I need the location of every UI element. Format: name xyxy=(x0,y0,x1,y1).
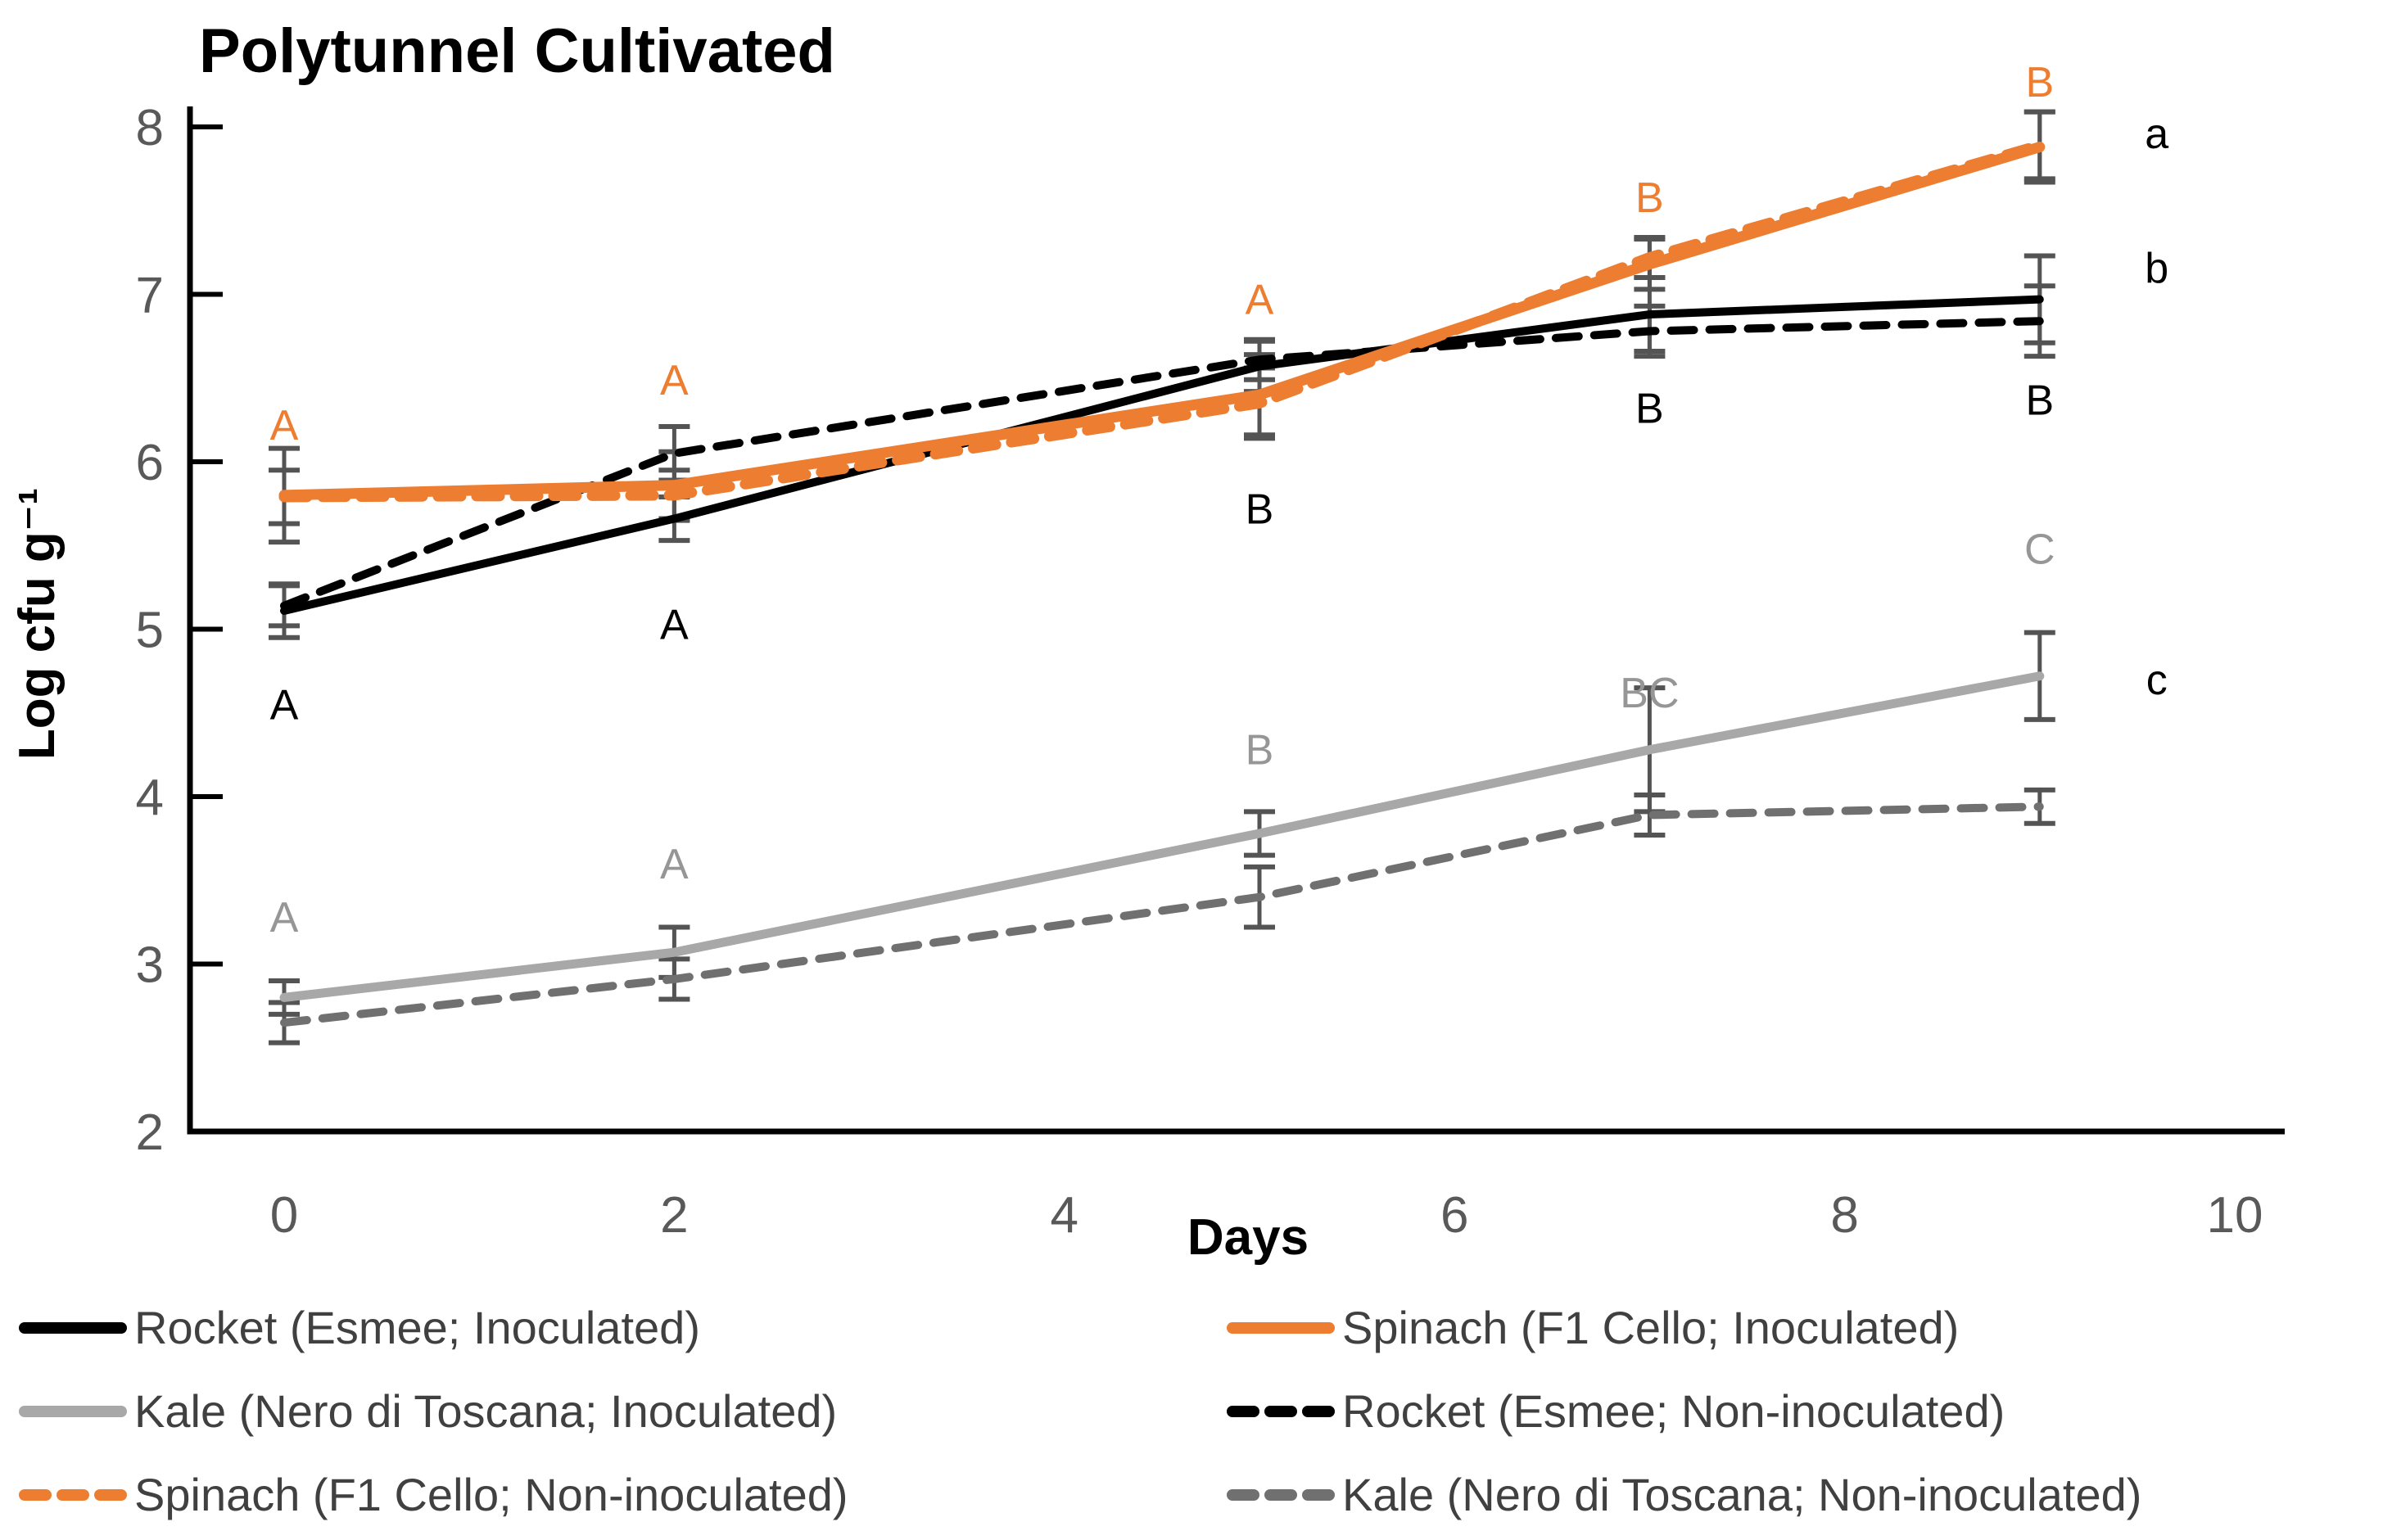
sig-letter-kale: A xyxy=(660,841,689,888)
series-line-spinach_non xyxy=(278,139,2046,503)
series-line-kale_non xyxy=(280,802,2044,1027)
y-tick-label: 4 xyxy=(136,770,164,826)
legend-item-kale_non: Kale (Nero di Toscana; Non-inoculated) xyxy=(1227,1469,2141,1520)
sig-letter-kale: B xyxy=(1246,727,1274,775)
sig-letter-kale: A xyxy=(270,894,299,942)
series-lines xyxy=(278,139,2046,1027)
x-tick-label: 4 xyxy=(1051,1187,1078,1244)
legend: Rocket (Esmee; Inoculated) Kale (Nero di … xyxy=(19,1302,2141,1520)
y-axis-title: Log cfu g⁻¹ xyxy=(9,488,66,760)
sig-letter-spinach: A xyxy=(660,357,689,404)
x-axis-tick-labels: 0 2 4 6 8 10 xyxy=(270,1187,2263,1244)
sig-letter-rocket: A xyxy=(270,682,299,729)
axes xyxy=(187,106,2285,1135)
legend-label: Rocket (Esmee; Inoculated) xyxy=(134,1302,700,1353)
right-letter: c xyxy=(2146,657,2168,704)
legend-label: Kale (Nero di Toscana; Non-inoculated) xyxy=(1342,1469,2141,1520)
sig-letter-rocket: B xyxy=(1246,485,1274,533)
axis-lines xyxy=(187,106,2285,1135)
y-axis-tick-labels: 8 7 6 5 4 3 2 xyxy=(136,100,164,1161)
legend-item-kale_inoc: Kale (Nero di Toscana; Inoculated) xyxy=(19,1385,837,1437)
legend-label: Kale (Nero di Toscana; Inoculated) xyxy=(134,1385,837,1437)
sig-letter-spinach: A xyxy=(270,402,299,449)
significance-letters: A A A B B A A B B B A A B BC C xyxy=(270,59,2055,942)
sig-letter-kale: BC xyxy=(1620,670,1679,717)
y-tick-label: 6 xyxy=(136,435,164,491)
legend-label: Rocket (Esmee; Non-inoculated) xyxy=(1342,1385,2005,1437)
y-tick-label: 3 xyxy=(136,937,164,994)
chart-title: Polytunnel Cultivated xyxy=(199,16,835,86)
sig-letter-kale: C xyxy=(2024,526,2055,573)
right-letter: b xyxy=(2145,245,2168,292)
series-line-kale_inoc xyxy=(279,671,2045,1002)
right-letter: a xyxy=(2145,111,2168,158)
right-margin-letters: a b c xyxy=(2145,111,2168,704)
y-tick-label: 8 xyxy=(136,100,164,156)
series-line-spinach_inoc xyxy=(278,142,2046,501)
sig-letter-rocket: A xyxy=(660,601,689,648)
legend-label: Spinach (F1 Cello; Inoculated) xyxy=(1342,1302,1959,1353)
y-tick-label: 7 xyxy=(136,268,164,324)
x-axis-title: Days xyxy=(1187,1209,1309,1266)
x-tick-label: 10 xyxy=(2207,1187,2263,1244)
sig-letter-spinach: A xyxy=(1246,277,1274,324)
y-tick-label: 2 xyxy=(136,1104,164,1161)
legend-item-rocket_non: Rocket (Esmee; Non-inoculated) xyxy=(1227,1385,2005,1437)
series-line-rocket_non xyxy=(280,317,2044,610)
legend-item-spinach_non: Spinach (F1 Cello; Non-inoculated) xyxy=(19,1469,848,1520)
x-tick-label: 2 xyxy=(660,1187,688,1244)
sig-letter-spinach: B xyxy=(1635,174,1664,222)
error-bars xyxy=(269,109,2055,1045)
sig-letter-rocket: B xyxy=(2025,377,2054,424)
x-tick-label: 0 xyxy=(270,1187,298,1244)
legend-item-spinach_inoc: Spinach (F1 Cello; Inoculated) xyxy=(1227,1302,1959,1353)
y-tick-label: 5 xyxy=(136,603,164,659)
series-line-rocket_inoc xyxy=(280,295,2044,616)
sig-letter-rocket: B xyxy=(1635,386,1664,433)
x-tick-label: 6 xyxy=(1440,1187,1468,1244)
legend-label: Spinach (F1 Cello; Non-inoculated) xyxy=(134,1469,848,1520)
x-tick-label: 8 xyxy=(1830,1187,1858,1244)
sig-letter-spinach: B xyxy=(2025,59,2054,106)
legend-item-rocket_inoc: Rocket (Esmee; Inoculated) xyxy=(19,1302,700,1353)
